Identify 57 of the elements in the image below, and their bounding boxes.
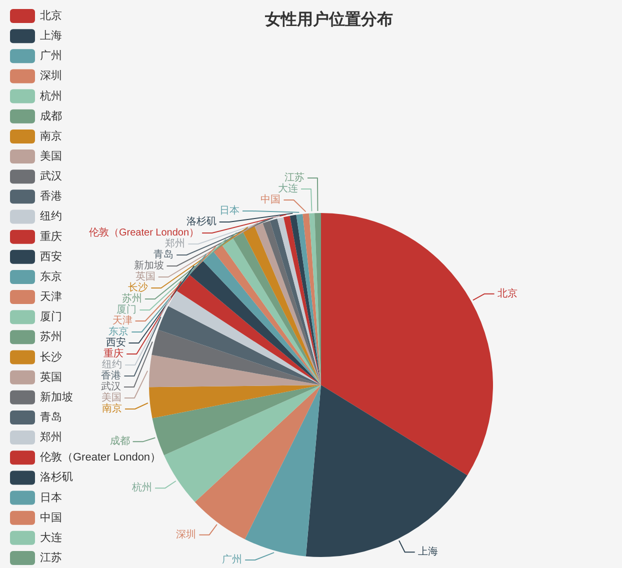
legend-label: 天津 (40, 291, 62, 304)
legend-label: 江苏 (40, 552, 62, 564)
slice-label: 香港 (101, 370, 122, 382)
legend-label: 英国 (40, 371, 62, 384)
legend-label: 苏州 (40, 331, 62, 344)
legend-label: 洛杉矶 (40, 472, 73, 484)
slice-label: 日本 (220, 206, 240, 216)
legend-label: 北京 (40, 10, 62, 22)
legend-label: 纽约 (40, 210, 62, 223)
slice-label: 重庆 (104, 348, 124, 360)
slice-label: 东京 (108, 326, 129, 338)
slice-label: 成都 (110, 436, 130, 448)
slice-label: 伦敦（Greater London） (89, 228, 200, 238)
legend-label: 深圳 (40, 70, 62, 82)
slice-label: 厦门 (116, 304, 137, 316)
slice-label: 青岛 (154, 250, 174, 260)
slice-label: 深圳 (176, 529, 196, 540)
slice-label: 南京 (102, 404, 122, 414)
slice-label: 苏州 (122, 294, 142, 304)
slice-label: 大连 (278, 184, 298, 194)
legend-label: 中国 (40, 512, 62, 524)
legend-label: 日本 (40, 492, 62, 504)
slice-label: 美国 (101, 392, 122, 404)
slice-label: 郑州 (165, 238, 186, 250)
slice-label: 上海 (418, 546, 438, 558)
slice-label: 中国 (260, 194, 281, 206)
legend-label: 青岛 (40, 411, 62, 424)
legend-label: 重庆 (40, 230, 62, 243)
slice-label: 新加坡 (134, 260, 164, 272)
slice-label: 纽约 (102, 360, 122, 370)
legend-label: 郑州 (40, 432, 62, 444)
slice-label: 武汉 (101, 382, 121, 392)
slice-label: 英国 (135, 272, 156, 282)
slice-label: 江苏 (284, 172, 304, 184)
legend-label: 长沙 (40, 351, 62, 364)
legend-label: 成都 (40, 110, 62, 122)
legend-label: 新加坡 (40, 391, 73, 404)
slice-label: 西安 (106, 338, 126, 348)
legend-label: 广州 (40, 50, 62, 62)
legend-label: 香港 (40, 190, 62, 203)
legend-label: 美国 (40, 150, 62, 163)
legend-label: 南京 (40, 130, 62, 142)
title: 女性用户位置分布 (265, 12, 393, 28)
legend-label: 西安 (40, 250, 62, 263)
slice-label: 北京 (497, 288, 518, 300)
legend-label: 东京 (40, 270, 62, 283)
slice-label: 天津 (112, 316, 132, 326)
legend-label: 厦门 (40, 311, 62, 324)
slice-label: 长沙 (128, 282, 148, 294)
slice-label: 广州 (222, 554, 242, 566)
legend-label: 杭州 (40, 90, 62, 102)
slice-label: 杭州 (132, 482, 152, 494)
legend-label: 伦敦（Greater London） (40, 452, 162, 464)
slice-label: 洛杉矶 (186, 216, 216, 228)
legend-label: 上海 (40, 30, 62, 42)
legend-label: 武汉 (40, 170, 62, 183)
legend-label: 大连 (40, 532, 62, 544)
